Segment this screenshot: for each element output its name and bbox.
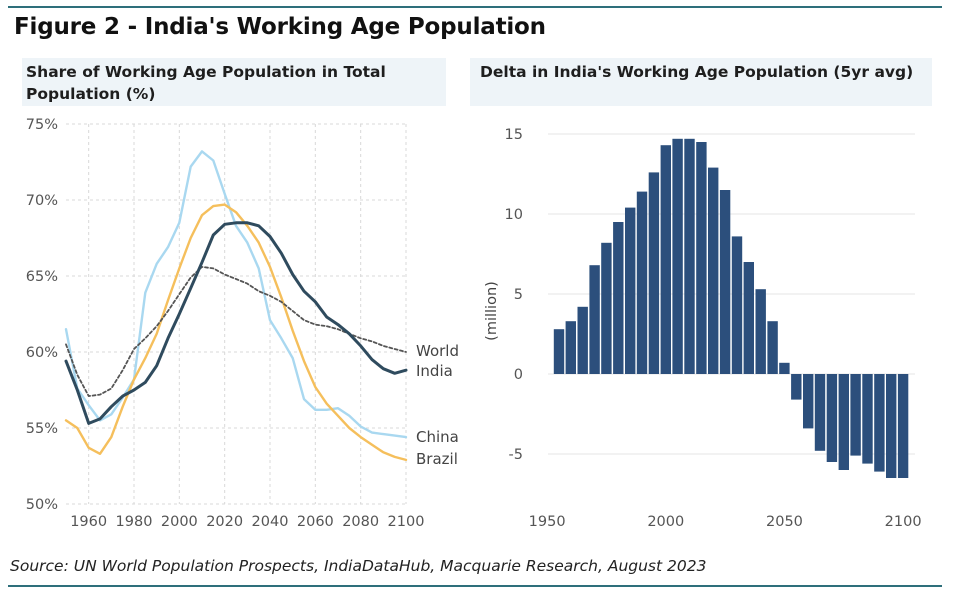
y-tick-label: 5 [514,287,523,303]
y-tick-label: 50% [26,497,58,513]
top-rule [8,6,942,8]
x-tick-label: 2100 [388,514,425,530]
bar [648,172,660,374]
series-label-brazil: Brazil [416,450,458,468]
x-tick-label: 2000 [647,514,684,530]
bar [886,374,897,478]
series-line-brazil [64,203,408,462]
left-chart-title: Share of Working Age Population in Total… [26,61,441,105]
bar [826,374,838,462]
x-tick-label: 2080 [342,514,379,530]
y-tick-label: 75% [26,117,58,133]
bar [625,207,636,374]
figure-title: Figure 2 - India's Working Age Populatio… [14,14,546,40]
bar [577,306,588,374]
bar [589,265,600,374]
bar [874,374,885,472]
x-tick-label: 2040 [252,514,289,530]
source-note: Source: UN World Population Prospects, I… [10,557,707,575]
bar [708,167,719,374]
bar [613,222,624,374]
x-tick-label: 2020 [206,514,243,530]
y-tick-label: 70% [26,193,58,209]
bar [601,242,612,374]
bottom-rule [8,585,942,587]
x-tick-label: 2000 [161,514,198,530]
bar [767,321,778,374]
bar [743,262,754,374]
bar [862,374,873,464]
series-label-world: World [416,342,459,360]
bar [779,362,790,374]
x-tick-label: 2050 [766,514,803,530]
x-tick-label: 2060 [297,514,334,530]
bar [755,289,766,374]
bar [850,374,861,456]
y-tick-label: 0 [514,367,523,383]
x-tick-label: 1960 [70,514,107,530]
y-axis-label: (million) [484,281,500,341]
series-label-china: China [416,428,459,446]
x-tick-label: 1980 [116,514,153,530]
x-tick-label: 1950 [529,514,566,530]
bar [803,374,814,429]
bar [791,374,802,400]
bar [814,374,826,451]
y-tick-label: -5 [509,447,523,463]
y-tick-label: 60% [26,345,58,361]
right-chart-title: Delta in India's Working Age Population … [480,63,914,81]
y-tick-label: 10 [505,207,523,223]
bar [897,374,909,478]
right-subtitle-bar [470,58,932,106]
bar [719,190,731,374]
left-chart-title-line-2: Population (%) [26,85,156,103]
y-tick-label: 55% [26,421,58,437]
bar [660,145,671,374]
series-line-world [65,266,407,397]
left-chart-title-line-1: Share of Working Age Population in Total [26,63,386,81]
bar [684,138,695,374]
bar [696,142,707,374]
left-subtitle-bar [22,58,446,106]
bar-chart: -5 0 5 10 15 1950 2000 2050 2100 (million) [484,127,922,530]
y-tick-label: 65% [26,269,58,285]
y-tick-label: 15 [505,127,523,143]
series-line-india [64,221,408,425]
series-line-china [64,150,408,439]
line-chart: 50% 55% 60% 65% 70% 75% 1960 1980 2000 2020 2040 20… [26,117,459,530]
bar [838,374,849,470]
bar [731,236,743,374]
bar [565,321,576,374]
x-tick-label: 2100 [885,514,922,530]
bar [553,329,565,374]
series-label-india: India [416,362,453,380]
bar [672,138,683,374]
bar [636,191,648,374]
